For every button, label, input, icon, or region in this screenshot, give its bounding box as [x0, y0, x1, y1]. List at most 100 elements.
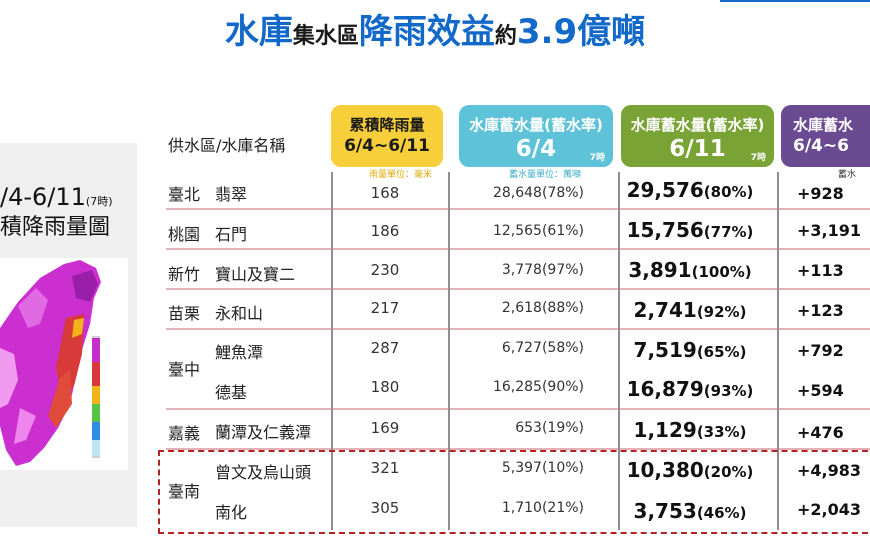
row-divider [166, 448, 870, 450]
reservoir-name: 寶山及寶二 [215, 265, 296, 284]
rainfall-value: 287 [370, 339, 400, 357]
region-label: 苗栗 [168, 304, 201, 323]
row-divider [166, 288, 870, 290]
map-title: 積降雨量圖 [0, 215, 111, 240]
storage-611-percent: (80%) [703, 183, 754, 201]
storage-611-amount: 1,129 [633, 418, 697, 442]
rain-unit-note: 雨量單位：毫米 [369, 170, 433, 180]
page-title: 水庫集水區降雨效益約3.9億噸 [0, 10, 870, 59]
storage-611-percent: (20%) [703, 463, 754, 481]
storage-611-value: 1,129(33%) [620, 418, 760, 442]
increase-value: +792 [797, 341, 844, 360]
rainfall-value: 169 [370, 419, 400, 437]
storage-611-percent: (65%) [696, 343, 747, 361]
reservoir-name: 翡翠 [215, 185, 248, 204]
title-part1: 水庫 [224, 12, 293, 52]
storage-611-percent: (93%) [703, 382, 754, 400]
storage-unit-note: 蓄水量單位：萬噸 [509, 170, 582, 180]
increase-value: +476 [797, 423, 844, 442]
increase-value: +928 [797, 184, 844, 203]
column-divider [618, 172, 620, 530]
supply-area-header: 供水區/水庫名稱 [168, 136, 286, 155]
row-divider [166, 248, 870, 250]
region-label: 臺北 [168, 185, 201, 204]
rainfall-value: 168 [370, 184, 400, 202]
rainfall-value: 217 [370, 299, 400, 317]
map-date-note: (7時) [85, 195, 113, 208]
reservoir-name: 石門 [215, 225, 248, 244]
storage-611-percent: (92%) [696, 303, 747, 321]
title-part4: 約 [494, 24, 517, 49]
increase-value: +123 [797, 301, 844, 320]
rainfall-value: 186 [370, 222, 400, 240]
reservoir-name: 蘭潭及仁義潭 [215, 423, 312, 442]
storage-611-value: 7,519(65%) [620, 338, 760, 362]
map-date-text: /4-6/11 [0, 183, 86, 211]
storage-64-line1: 水庫蓄水量(蓄水率) [469, 116, 603, 134]
row-divider [166, 208, 870, 210]
rainfall-map [0, 258, 128, 470]
storage-611-amount: 16,879 [626, 377, 704, 401]
increase-line2: 6/4~6 [793, 136, 849, 156]
storage-64-note: 7時 [589, 153, 605, 163]
increase-value: +594 [797, 381, 844, 400]
map-date-range: /4-6/11(7時) [0, 183, 113, 216]
increase-header: 水庫蓄水 6/4~6 [781, 105, 870, 167]
reservoir-name: 永和山 [215, 304, 264, 323]
storage-611-value: 3,753(46%) [620, 499, 760, 523]
storage-64-value: 1,710(21%) [501, 500, 584, 516]
storage-611-amount: 3,891 [628, 258, 692, 282]
rainfall-value: 180 [370, 378, 400, 396]
rainfall-value: 321 [370, 459, 400, 477]
storage-64-value: 6,727(58%) [501, 340, 584, 356]
storage-611-amount: 15,756 [626, 218, 704, 242]
increase-unit-note: 蓄水 [838, 170, 857, 180]
storage-64-line2: 6/4 [515, 136, 557, 162]
storage-611-header: 水庫蓄水量(蓄水率) 6/11 7時 [621, 105, 774, 167]
row-divider [166, 408, 870, 410]
storage-611-value: 3,891(100%) [620, 258, 760, 282]
taiwan-rainfall-map-image [0, 260, 101, 466]
storage-611-amount: 3,753 [633, 499, 697, 523]
reservoir-name: 鯉魚潭 [215, 343, 264, 362]
storage-611-value: 29,576(80%) [620, 178, 760, 202]
storage-611-percent: (77%) [703, 223, 754, 241]
increase-value: +4,983 [797, 461, 862, 480]
region-label: 臺中 [168, 360, 201, 379]
storage-611-value: 2,741(92%) [620, 298, 760, 322]
increase-line1: 水庫蓄水 [793, 116, 854, 134]
storage-64-value: 16,285(90%) [492, 379, 584, 395]
column-divider [448, 172, 450, 530]
increase-value: +113 [797, 261, 844, 280]
storage-611-amount: 2,741 [633, 298, 697, 322]
storage-64-value: 3,778(97%) [501, 262, 584, 278]
region-label: 新竹 [168, 265, 201, 284]
storage-611-percent: (100%) [691, 263, 752, 281]
column-divider [777, 172, 779, 530]
storage-64-header: 水庫蓄水量(蓄水率) 6/4 7時 [459, 105, 613, 167]
title-part2: 集水區 [292, 24, 359, 49]
increase-value: +3,191 [797, 221, 862, 240]
increase-value: +2,043 [797, 500, 862, 519]
storage-611-value: 15,756(77%) [620, 218, 760, 242]
reservoir-name: 德基 [215, 383, 248, 402]
region-label: 臺南 [168, 482, 201, 501]
reservoir-name: 曾文及烏山頭 [215, 463, 312, 482]
rain-header: 累積降雨量 6/4~6/11 [331, 105, 443, 167]
storage-611-percent: (46%) [696, 504, 747, 522]
storage-611-amount: 7,519 [633, 338, 697, 362]
storage-611-percent: (33%) [696, 423, 747, 441]
title-part3: 降雨效益 [358, 12, 495, 52]
storage-611-amount: 10,380 [626, 458, 704, 482]
row-divider [166, 328, 870, 330]
storage-64-value: 653(19%) [515, 420, 584, 436]
rain-header-line1: 累積降雨量 [349, 116, 425, 134]
column-divider [331, 172, 333, 530]
storage-64-value: 2,618(88%) [501, 300, 584, 316]
storage-611-amount: 29,576 [626, 178, 704, 202]
rainfall-value: 305 [370, 499, 400, 517]
storage-64-value: 12,565(61%) [492, 223, 584, 239]
region-label: 嘉義 [168, 424, 201, 443]
rain-header-line2: 6/4~6/11 [344, 136, 430, 156]
storage-611-value: 16,879(93%) [620, 377, 760, 401]
